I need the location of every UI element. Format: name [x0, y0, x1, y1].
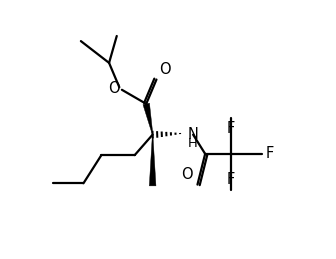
Text: N: N — [188, 127, 199, 142]
Text: O: O — [181, 167, 192, 182]
Text: F: F — [227, 120, 235, 135]
Text: O: O — [108, 81, 119, 96]
Text: O: O — [159, 62, 171, 77]
Text: H: H — [188, 136, 198, 150]
Polygon shape — [149, 135, 156, 186]
Text: F: F — [265, 146, 274, 161]
Text: F: F — [227, 172, 235, 187]
Polygon shape — [143, 103, 153, 135]
